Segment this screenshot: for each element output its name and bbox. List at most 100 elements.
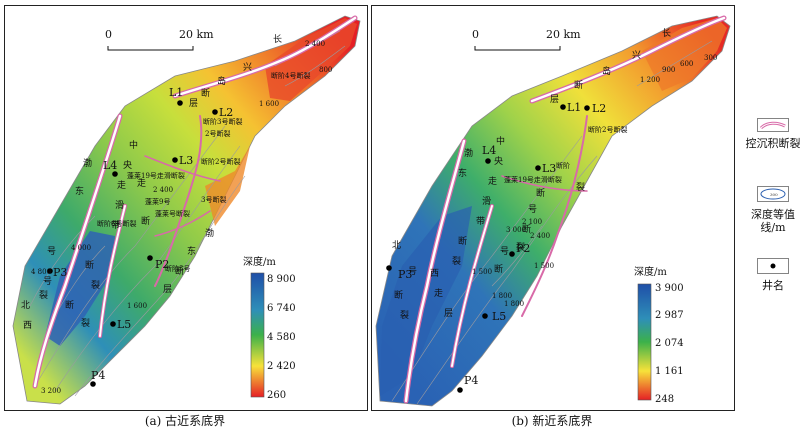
contour-label: 2 400 bbox=[305, 40, 325, 48]
fault-label: 西 bbox=[430, 268, 439, 279]
depth-map-b: L1 L2 L3 L4 P2 P3 L5 P4 1 200 900 600 30… bbox=[375, 15, 731, 407]
fault-a5 bbox=[144, 155, 221, 182]
fault-label: 东 bbox=[75, 185, 84, 197]
caption-a: (a) 古近系底界 bbox=[144, 414, 226, 428]
fault-label: 断阶6号断裂 bbox=[97, 219, 136, 228]
well-label-L3: L3 bbox=[542, 162, 556, 175]
fault-label: 断 bbox=[458, 235, 467, 247]
fault-label: 裂 bbox=[452, 256, 461, 267]
colorbar-tick: 1 161 bbox=[655, 366, 684, 377]
fault-label: 蓬莱号断裂 bbox=[155, 209, 190, 218]
fault-label: 裂 bbox=[516, 242, 525, 253]
fault-label: 蓬莱9号 bbox=[145, 197, 170, 206]
well-label-L5: L5 bbox=[492, 310, 506, 323]
caption-b: (b) 新近系底界 bbox=[511, 414, 593, 428]
legend-label-fault: 控沉积断裂 bbox=[745, 137, 801, 150]
fault-label: 号 bbox=[408, 266, 417, 277]
fault-label: 蓬莱19号走滑断裂 bbox=[504, 175, 562, 184]
fault-label: 岛 bbox=[602, 65, 611, 77]
fault-label: 北 bbox=[392, 240, 401, 251]
colorbar-title-b: 深度/m bbox=[634, 265, 667, 278]
fault-label: 东 bbox=[458, 167, 467, 179]
fault-label: 号 bbox=[43, 276, 52, 287]
fault-line-icon bbox=[757, 118, 789, 132]
fault-label: 断 bbox=[175, 265, 184, 277]
fault-label: 断 bbox=[201, 87, 210, 99]
well-label-L4: L4 bbox=[482, 144, 496, 157]
fault-label: 带 bbox=[111, 220, 120, 231]
contour-label: 4 000 bbox=[71, 244, 91, 252]
contour-label: 1 500 bbox=[534, 262, 554, 270]
colorbar-tick: 2 074 bbox=[655, 338, 684, 349]
well-label-P4: P4 bbox=[464, 374, 478, 387]
contour-label: 1 600 bbox=[127, 302, 147, 310]
contour-label: 2 400 bbox=[153, 186, 173, 194]
colorbar-tick: 8 900 bbox=[267, 274, 296, 285]
well-label-L4: L4 bbox=[103, 159, 117, 172]
svg-text:300: 300 bbox=[770, 192, 778, 197]
scale-bar-a bbox=[107, 46, 194, 51]
fault-label: 东 bbox=[187, 245, 196, 257]
colorbar-title-a: 深度/m bbox=[243, 255, 276, 268]
scale-zero-b: 0 bbox=[472, 28, 479, 41]
fault-label: 走 bbox=[137, 178, 146, 189]
contour-label: 2 400 bbox=[530, 232, 550, 240]
legend-label-contour: 深度等值线/m bbox=[751, 208, 795, 234]
fault-label: 断阶3号断裂 bbox=[203, 117, 242, 126]
fault-label: 号 bbox=[528, 204, 537, 215]
fault-a6 bbox=[154, 210, 211, 237]
fault-label: 中 bbox=[496, 135, 505, 147]
deep-zone-a bbox=[45, 231, 115, 346]
contour-label: 1 600 bbox=[259, 100, 279, 108]
fault-label: 层 bbox=[189, 98, 198, 109]
fault-label: 走 bbox=[488, 176, 497, 187]
fault-label: 断 bbox=[394, 289, 403, 301]
fault-label: 3号断裂 bbox=[201, 195, 226, 204]
fault-a4 bbox=[154, 115, 203, 287]
colorbar-b bbox=[637, 283, 652, 401]
fault-label: 北 bbox=[21, 300, 30, 311]
well-label-P3: P3 bbox=[53, 266, 67, 279]
fault-label: 断 bbox=[141, 215, 150, 227]
wells-b bbox=[386, 104, 590, 393]
scale-end-b: 20 km bbox=[546, 28, 581, 41]
contour-label: 600 bbox=[680, 60, 693, 68]
contour-label: 900 bbox=[662, 66, 675, 74]
fault-label: 滑 bbox=[482, 196, 491, 207]
fault-label: 裂 bbox=[39, 290, 48, 301]
contour-label: 1 800 bbox=[492, 292, 512, 300]
well-label-L1: L1 bbox=[169, 86, 183, 99]
fault-label: 裂 bbox=[81, 318, 90, 329]
fault-label: 长 bbox=[662, 27, 671, 39]
fault-label: 断阶5号 bbox=[165, 264, 190, 273]
contour-label: 2 100 bbox=[522, 218, 542, 226]
fault-label: 层 bbox=[550, 94, 559, 105]
basin-area-a bbox=[12, 15, 361, 405]
fault-label: 央 bbox=[494, 155, 503, 167]
fault-label: 兴 bbox=[243, 62, 252, 73]
fault-label: 2号断裂 bbox=[205, 129, 230, 138]
colorbar-tick: 248 bbox=[655, 394, 674, 405]
scale-zero-a: 0 bbox=[105, 28, 112, 41]
map-panel-paleogene: L1 L2 L3 L4 P2 P3 L5 P4 2 400 800 1 600 … bbox=[4, 5, 368, 411]
colorbar-tick: 4 580 bbox=[267, 332, 296, 343]
fault-label: 断 bbox=[574, 79, 583, 91]
map-legend: 控沉积断裂 300 深度等值线/m 井名 bbox=[740, 0, 805, 431]
well-label-P3: P3 bbox=[398, 268, 412, 281]
legend-label-well: 井名 bbox=[762, 279, 784, 292]
fault-label: 带 bbox=[476, 216, 485, 227]
well-label-L3: L3 bbox=[179, 154, 193, 167]
contour-label: 300 bbox=[704, 54, 717, 62]
colorbar-tick: 2 420 bbox=[267, 361, 296, 372]
fault-label: 中 bbox=[129, 139, 138, 151]
depth-map-a: L1 L2 L3 L4 P2 P3 L5 P4 2 400 800 1 600 … bbox=[12, 15, 361, 405]
well-dot-icon bbox=[757, 258, 789, 274]
contour-label: 1 200 bbox=[640, 76, 660, 84]
fault-label: 断 bbox=[85, 259, 94, 271]
scale-end-a: 20 km bbox=[179, 28, 214, 41]
well-label-L2: L2 bbox=[592, 102, 606, 115]
well-label-P4: P4 bbox=[91, 369, 105, 382]
fault-label: 走 bbox=[117, 180, 126, 191]
fault-label: 断阶2号断裂 bbox=[201, 157, 240, 166]
fault-label: 断 bbox=[65, 299, 74, 311]
